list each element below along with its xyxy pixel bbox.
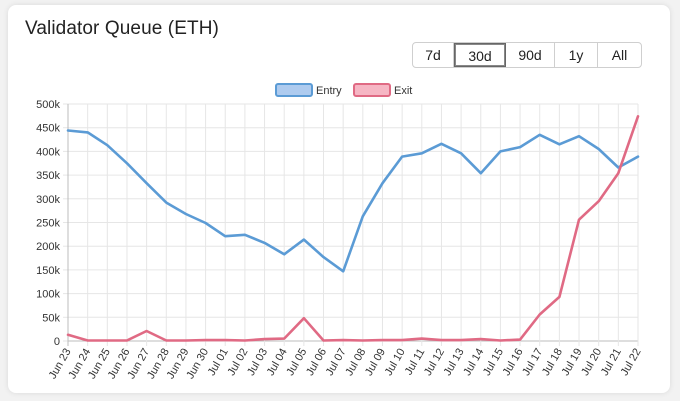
range-90d-button[interactable]: 90d [506,43,555,67]
exit-series-line[interactable] [66,115,640,342]
legend-entry-label[interactable]: Entry [316,85,342,97]
y-tick-label: 200k [36,241,60,253]
y-tick-label: 500k [36,99,60,111]
range-1y-button[interactable]: 1y [555,43,598,67]
y-axis: 0 50k 100k 150k 200k 250k 300k 350k 400k 450k 500k [36,99,60,348]
range-7d-button[interactable]: 7d [413,43,454,67]
chart-series [66,115,640,342]
y-tick-label: 50k [42,312,60,324]
x-tick-label: Jul 22 [619,347,644,378]
entry-series-line[interactable] [66,129,640,273]
legend-exit-swatch[interactable] [353,83,391,97]
time-range-selector: 7d 30d 90d 1y All [412,42,642,68]
range-all-button[interactable]: All [611,47,628,63]
y-tick-label: 350k [36,170,60,182]
y-tick-label: 0 [54,336,60,348]
range-30d-button[interactable]: 30d [454,43,506,67]
y-tick-label: 150k [36,265,60,277]
y-tick-label: 250k [36,218,60,230]
chart-legend: Entry Exit [275,83,412,97]
chart-grid [63,103,639,346]
chart-title: Validator Queue (ETH) [25,18,219,39]
x-tick-label: Jul 10 [383,347,408,378]
y-tick-label: 450k [36,123,60,135]
legend-exit-label[interactable]: Exit [394,85,412,97]
y-tick-label: 400k [36,146,60,158]
legend-entry-swatch[interactable] [275,83,313,97]
y-tick-label: 300k [36,194,60,206]
y-tick-label: 100k [36,289,60,301]
